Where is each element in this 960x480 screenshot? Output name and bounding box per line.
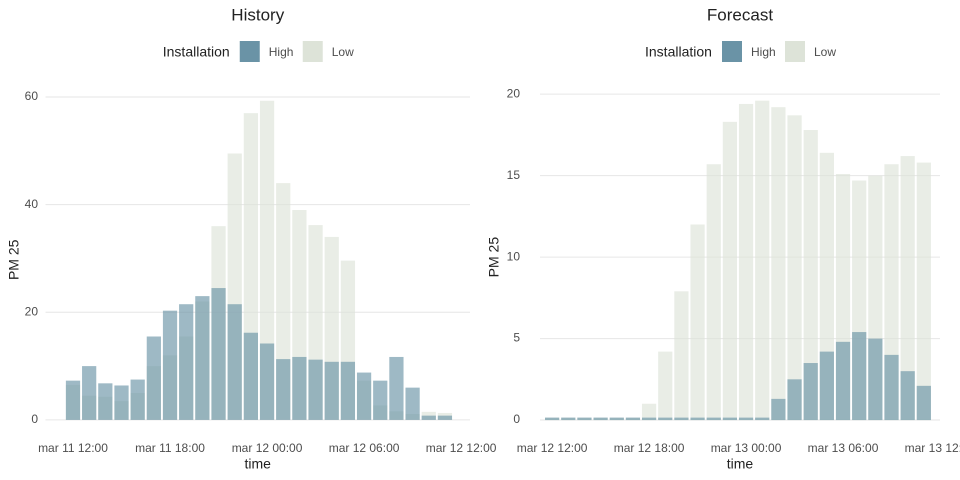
- bar: [98, 383, 113, 420]
- legend-label: High: [751, 45, 776, 59]
- bar: [276, 359, 291, 420]
- x-tick-label: mar 12 12:00: [426, 441, 497, 455]
- bar: [324, 361, 339, 420]
- bar: [916, 385, 931, 421]
- y-tick-label: 20: [507, 86, 521, 100]
- chart-title: History: [231, 5, 284, 24]
- bar: [706, 164, 721, 421]
- bar: [625, 417, 641, 421]
- bar: [545, 417, 560, 421]
- bar: [259, 343, 275, 420]
- bar: [389, 356, 404, 420]
- bar: [146, 336, 161, 420]
- bar: [195, 296, 210, 420]
- x-tick-label: mar 12 12:00: [517, 441, 588, 455]
- bar: [674, 291, 689, 421]
- bar: [755, 417, 770, 421]
- y-tick-label: 60: [25, 89, 39, 103]
- bar: [722, 417, 738, 421]
- bar: [803, 363, 818, 421]
- bar: [340, 361, 356, 420]
- bar: [852, 332, 867, 421]
- bar: [916, 162, 931, 421]
- chart-title: Forecast: [707, 5, 773, 24]
- legend-title: Installation: [645, 44, 712, 60]
- x-tick-label: mar 13 12:00: [905, 441, 960, 455]
- legend-label: Low: [814, 45, 836, 59]
- y-tick-label: 20: [25, 304, 39, 318]
- bar: [421, 415, 436, 420]
- bar: [771, 398, 786, 421]
- bar: [674, 417, 689, 421]
- bar: [819, 351, 834, 421]
- legend-label: High: [269, 45, 294, 59]
- bar: [868, 338, 883, 421]
- legend-swatch: [239, 41, 260, 62]
- bar: [82, 366, 97, 420]
- bar: [211, 288, 226, 420]
- bar: [356, 372, 372, 420]
- bar: [738, 103, 754, 421]
- bar: [900, 371, 915, 421]
- bar: [835, 341, 851, 421]
- x-axis-title: time: [727, 456, 754, 472]
- bar: [308, 359, 323, 420]
- y-axis-title: PM 25: [6, 239, 22, 280]
- y-tick-label: 0: [31, 412, 38, 426]
- x-tick-label: mar 12 00:00: [232, 441, 303, 455]
- bar: [227, 304, 242, 420]
- bar: [706, 417, 721, 421]
- bar: [641, 403, 657, 421]
- bar: [577, 417, 592, 421]
- legend-title: Installation: [163, 44, 230, 60]
- bar: [609, 417, 624, 421]
- bar: [722, 121, 738, 421]
- legend-swatch: [785, 41, 805, 62]
- x-tick-label: mar 13 06:00: [808, 441, 879, 455]
- bar: [179, 304, 194, 420]
- bar: [405, 387, 420, 420]
- y-tick-label: 15: [507, 168, 521, 182]
- bar: [437, 415, 453, 420]
- bar: [292, 356, 307, 420]
- bar: [130, 379, 145, 420]
- x-tick-label: mar 12 18:00: [614, 441, 685, 455]
- bar: [114, 385, 129, 420]
- y-tick-label: 40: [25, 197, 39, 211]
- x-tick-label: mar 11 18:00: [135, 441, 205, 455]
- bar: [243, 332, 258, 420]
- bar: [259, 100, 275, 420]
- bar: [561, 417, 576, 421]
- x-tick-label: mar 13 00:00: [711, 441, 782, 455]
- bar: [755, 100, 770, 421]
- bar: [593, 417, 608, 421]
- legend-label: Low: [332, 45, 354, 59]
- bar: [787, 379, 802, 421]
- y-axis-title: PM 25: [486, 237, 502, 278]
- legend-swatch: [722, 41, 742, 62]
- legend-swatch: [302, 41, 323, 62]
- bar: [900, 156, 915, 421]
- bar: [65, 380, 81, 420]
- bar: [803, 129, 818, 421]
- bar: [373, 380, 388, 420]
- y-tick-label: 10: [507, 249, 521, 263]
- x-tick-label: mar 12 06:00: [329, 441, 400, 455]
- y-tick-label: 5: [513, 331, 520, 345]
- x-axis-title: time: [245, 456, 272, 472]
- bar: [738, 417, 754, 421]
- bar: [690, 224, 705, 421]
- y-tick-label: 0: [513, 412, 520, 426]
- bar: [690, 417, 705, 421]
- bar: [162, 310, 178, 420]
- x-tick-label: mar 11 12:00: [38, 441, 108, 455]
- bar: [658, 351, 673, 421]
- bar: [658, 417, 673, 421]
- bar: [884, 354, 899, 421]
- bar: [787, 115, 802, 421]
- bar: [641, 417, 657, 421]
- bar: [771, 107, 786, 421]
